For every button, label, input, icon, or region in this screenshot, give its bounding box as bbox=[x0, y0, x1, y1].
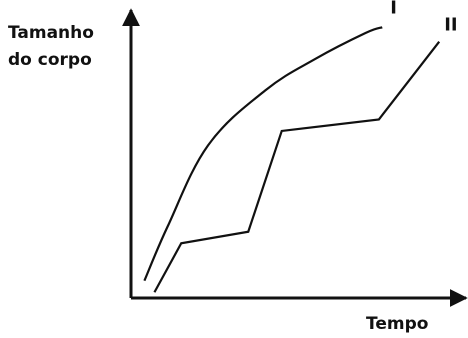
y-axis-label-line-1: Tamanho bbox=[8, 23, 94, 43]
series-label-I: I bbox=[390, 0, 397, 18]
x-axis-label: Tempo bbox=[366, 314, 428, 334]
y-axis-label-line-2: do corpo bbox=[8, 50, 92, 70]
series-label-II: II bbox=[444, 15, 457, 36]
series-line-II bbox=[153, 41, 441, 293]
series-line-I bbox=[143, 26, 383, 282]
